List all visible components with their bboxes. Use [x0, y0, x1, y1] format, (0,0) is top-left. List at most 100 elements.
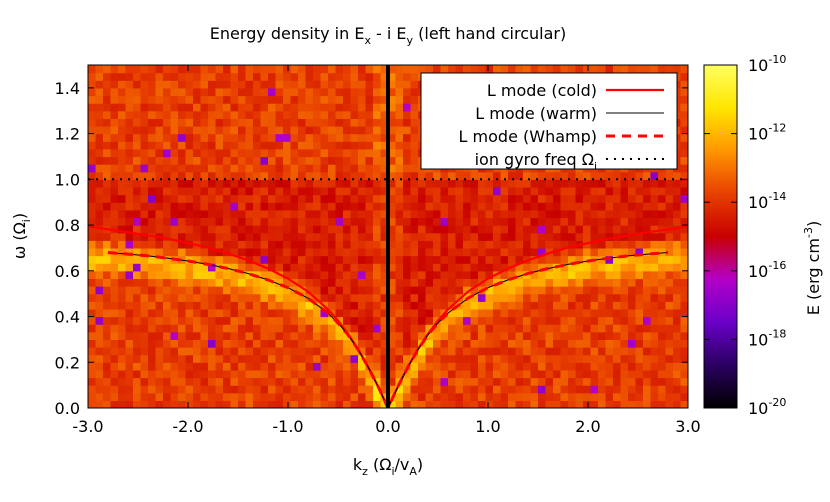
- heatmap-cell: [275, 225, 284, 234]
- heatmap-cell: [253, 217, 262, 226]
- heatmap-cell: [410, 171, 419, 180]
- heatmap-cell: [568, 347, 577, 356]
- heatmap-cell: [433, 255, 442, 264]
- heatmap-cell: [88, 232, 97, 241]
- heatmap-cell: [275, 286, 284, 295]
- heatmap-cell: [110, 316, 119, 325]
- heatmap-cell: [163, 369, 172, 379]
- heatmap-cell: [673, 392, 682, 401]
- heatmap-cell: [170, 194, 179, 203]
- heatmap-cell: [508, 331, 517, 340]
- y-axis-label: ω (Ωi): [10, 213, 33, 259]
- heatmap-cell: [613, 278, 622, 287]
- heatmap-cell: [365, 156, 374, 165]
- heatmap-cell: [335, 377, 344, 386]
- heatmap-cell: [583, 171, 592, 180]
- heatmap-cell: [133, 164, 142, 173]
- heatmap-cell: [193, 339, 202, 348]
- heatmap-cell: [298, 171, 307, 180]
- heatmap-cell: [260, 385, 269, 394]
- heatmap-cell: [455, 225, 464, 234]
- heatmap-cell: [193, 354, 202, 363]
- heatmap-cell: [305, 65, 314, 74]
- heatmap-cell: [553, 270, 562, 280]
- heatmap-cell: [485, 255, 494, 264]
- heatmap-cell: [283, 377, 292, 386]
- heatmap-cell: [350, 110, 359, 119]
- heatmap-cell: [223, 209, 232, 219]
- heatmap-cell: [508, 247, 517, 257]
- heatmap-cell: [350, 179, 359, 188]
- heatmap-cell: [140, 392, 149, 401]
- heatmap-cell: [410, 324, 419, 333]
- heatmap-cell: [335, 385, 344, 394]
- heatmap-cell: [418, 232, 427, 241]
- heatmap-cell: [260, 217, 269, 226]
- heatmap-cell: [680, 240, 688, 249]
- heatmap-cell: [328, 125, 337, 135]
- heatmap-cell: [530, 392, 539, 401]
- heatmap-cell: [245, 278, 254, 287]
- heatmap-cell: [268, 232, 277, 241]
- heatmap-cell: [380, 316, 389, 325]
- heatmap-cell: [200, 347, 209, 356]
- heatmap-cell: [245, 377, 254, 386]
- heatmap-cell: [133, 87, 142, 97]
- heatmap-cell: [283, 316, 292, 325]
- heatmap-cell: [133, 377, 142, 386]
- heatmap-cell: [395, 179, 404, 188]
- heatmap-cell: [583, 392, 592, 401]
- heatmap-cell: [193, 65, 202, 74]
- heatmap-cell: [328, 171, 337, 180]
- heatmap-cell: [170, 125, 179, 135]
- heatmap-cell: [95, 164, 104, 173]
- heatmap-cell: [635, 217, 644, 226]
- heatmap-cell: [268, 110, 277, 119]
- heatmap-cell: [530, 347, 539, 356]
- heatmap-cell: [635, 362, 644, 371]
- heatmap-cell: [583, 369, 592, 379]
- heatmap-cell: [155, 339, 164, 348]
- heatmap-cell: [395, 385, 404, 394]
- heatmap-cell: [238, 354, 247, 363]
- heatmap-cell: [260, 194, 269, 203]
- heatmap-cell: [478, 339, 487, 348]
- heatmap-cell: [523, 362, 532, 371]
- heatmap-cell: [320, 148, 329, 158]
- heatmap-cell: [523, 331, 532, 340]
- colorbar-label-pre: E (erg cm: [804, 238, 823, 315]
- heatmap-cell: [530, 232, 539, 241]
- heatmap-cell: [395, 80, 404, 89]
- heatmap-cell: [410, 392, 419, 401]
- heatmap-cell: [680, 308, 688, 318]
- heatmap-cell: [230, 72, 239, 81]
- heatmap-cell: [118, 385, 127, 394]
- heatmap-cell: [268, 377, 277, 386]
- heatmap-cell: [125, 148, 134, 158]
- heatmap-cell: [568, 354, 577, 363]
- heatmap-cell: [530, 194, 539, 203]
- heatmap-cell: [410, 286, 419, 295]
- heatmap-cell: [275, 392, 284, 401]
- heatmap-cell: [260, 347, 269, 356]
- heatmap-cell: [178, 263, 187, 272]
- heatmap-cell: [365, 362, 374, 371]
- heatmap-cell: [403, 179, 412, 188]
- heatmap-cell: [290, 354, 299, 363]
- heatmap-cell: [313, 324, 322, 333]
- heatmap-cell: [410, 225, 419, 234]
- heatmap-cell: [328, 118, 337, 127]
- heatmap-cell: [403, 385, 412, 394]
- heatmap-cell: [335, 209, 344, 219]
- heatmap-cell: [125, 65, 134, 74]
- heatmap-cell: [125, 301, 134, 310]
- heatmap-cell: [140, 65, 149, 74]
- heatmap-cell: [395, 392, 404, 401]
- heatmap-cell: [148, 270, 157, 280]
- heatmap-cell: [395, 110, 404, 119]
- heatmap-cell: [170, 347, 179, 356]
- heatmap-cell: [230, 164, 239, 173]
- heatmap-cell: [208, 385, 217, 394]
- heatmap-cell: [178, 247, 187, 257]
- heatmap-cell: [628, 301, 637, 310]
